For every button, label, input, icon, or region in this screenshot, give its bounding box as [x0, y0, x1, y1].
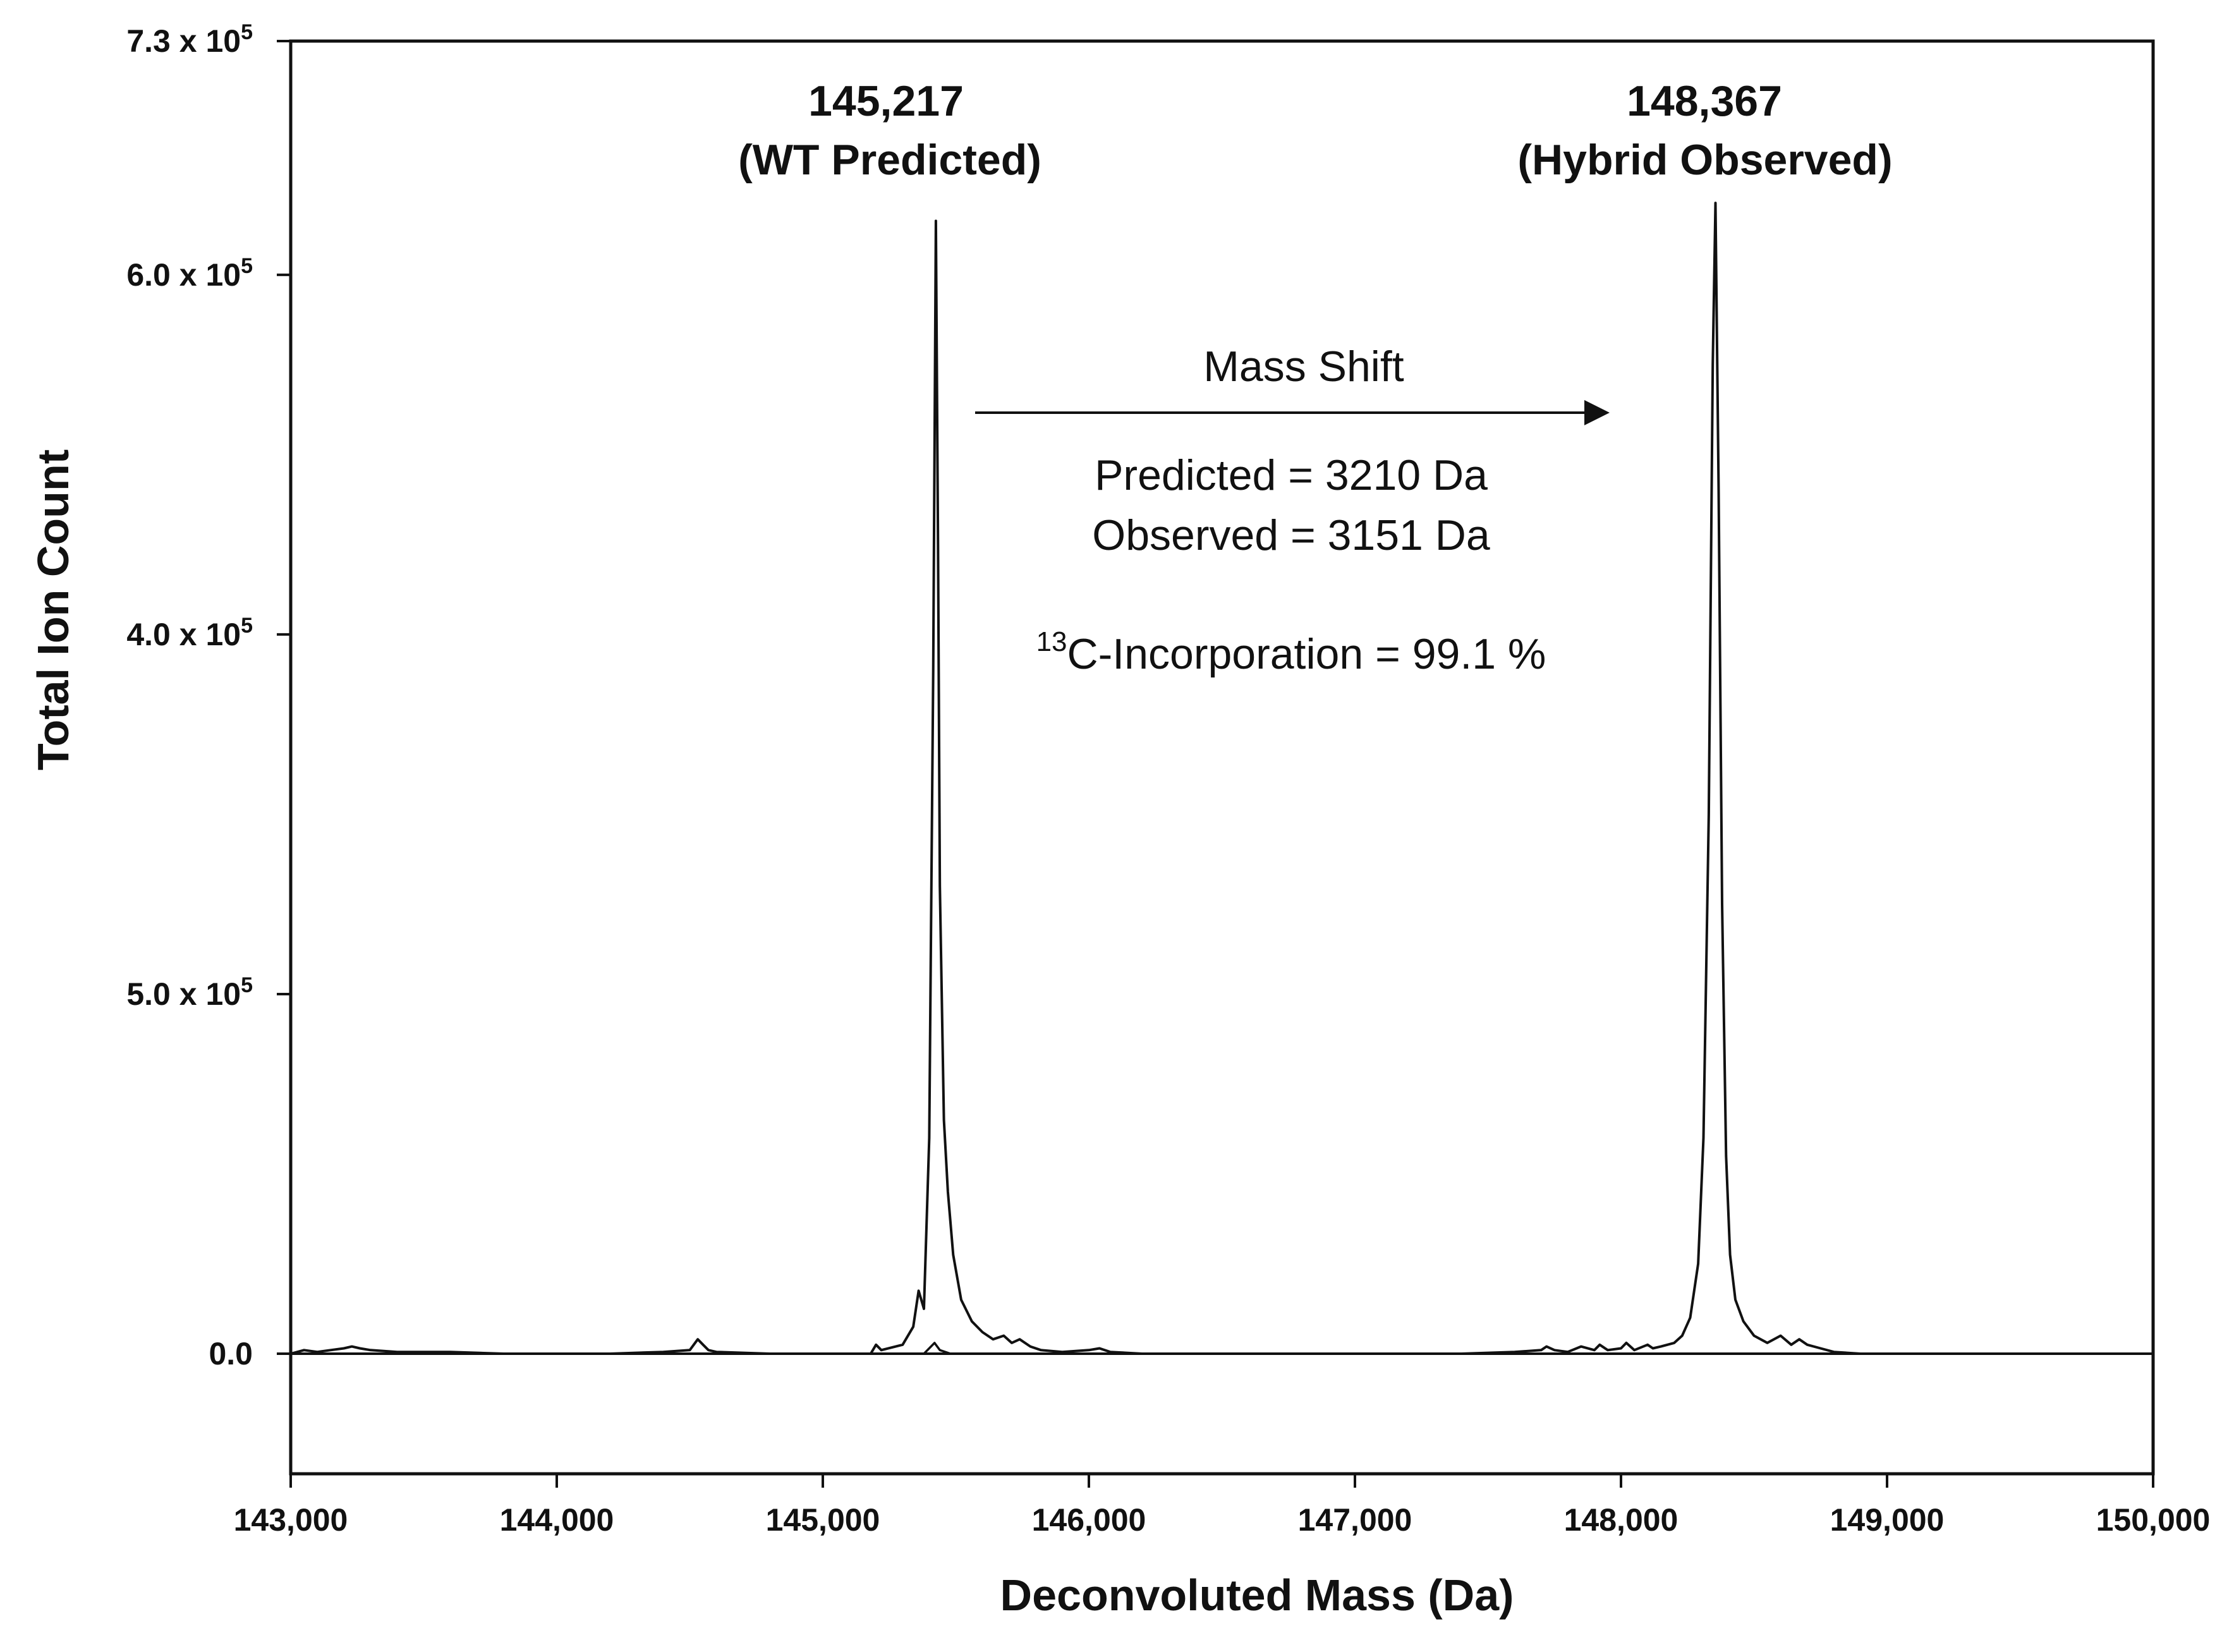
x-tick-label: 143,000 [234, 1502, 348, 1538]
x-tick-label: 150,000 [2096, 1502, 2211, 1538]
y-tick-label: 4.0 x 105 [126, 614, 253, 652]
y-tick-label-exponent: 5 [241, 614, 253, 638]
peak1-name-label: (WT Predicted) [738, 136, 1041, 184]
observed-shift-text: Observed = 3151 Da [1092, 511, 1490, 559]
x-tick-label: 147,000 [1298, 1502, 1412, 1538]
y-tick-label-exponent: 5 [241, 254, 253, 278]
y-tick-label: 7.3 x 105 [126, 20, 253, 59]
x-axis-title: Deconvoluted Mass (Da) [1000, 1570, 1514, 1620]
y-tick-label-base: 4.0 x 10 [126, 617, 241, 652]
x-axis-ticks: 143,000 144,000 145,000 146,000 147,000 148,0… [234, 1474, 2211, 1538]
predicted-shift-text: Predicted = 3210 Da [1095, 451, 1488, 499]
x-tick-label: 148,000 [1564, 1502, 1679, 1538]
y-tick-label-exponent: 5 [241, 973, 253, 997]
incorporation-text: 13C-Incorporation = 99.1 % [1036, 626, 1546, 678]
x-tick-label: 145,000 [766, 1502, 880, 1538]
y-tick-label: 5.0 x 105 [126, 973, 253, 1012]
y-tick-label: 6.0 x 105 [126, 254, 253, 293]
x-tick-label: 149,000 [1830, 1502, 1945, 1538]
incorporation-superscript: 13 [1036, 626, 1067, 657]
y-tick-label-base: 5.0 x 10 [126, 976, 241, 1012]
y-axis-title: Total Ion Count [28, 449, 78, 770]
x-tick-label: 146,000 [1032, 1502, 1146, 1538]
y-tick-label: 0.0 [209, 1336, 253, 1371]
y-tick-label-exponent: 5 [241, 20, 253, 44]
y-tick-label-base: 6.0 x 10 [126, 257, 241, 293]
plot-frame [289, 39, 2155, 1476]
y-tick-label-base: 7.3 x 10 [126, 23, 241, 59]
peak2-name-label: (Hybrid Observed) [1517, 136, 1892, 184]
x-tick-label: 144,000 [500, 1502, 614, 1538]
peak1-mass-label: 145,217 [808, 77, 964, 125]
series-group [290, 202, 2153, 1355]
baseline-line [291, 1342, 2153, 1355]
peak2-mass-label: 148,367 [1627, 77, 1782, 125]
mass-shift-title: Mass Shift [1203, 343, 1404, 391]
incorporation-body: C-Incorporation = 99.1 % [1067, 630, 1546, 678]
y-tick-label-base: 0.0 [209, 1336, 253, 1371]
